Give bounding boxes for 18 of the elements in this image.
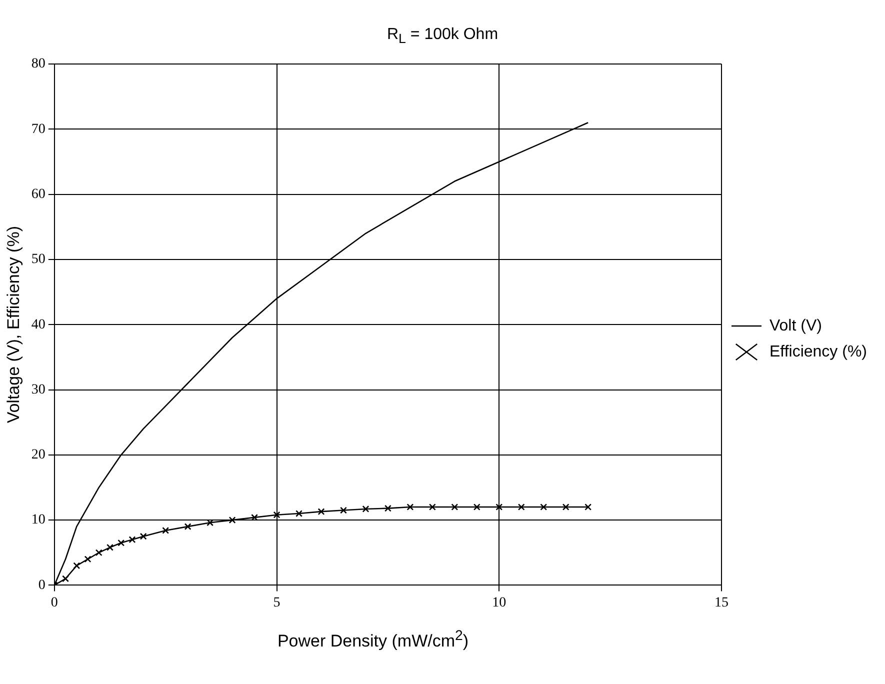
x-tick-label: 10	[492, 595, 506, 610]
y-tick-label: 80	[31, 56, 46, 72]
x-tick-label: 15	[714, 595, 728, 610]
y-tick-label: 10	[31, 512, 46, 528]
y-axis-title: Voltage (V), Efficiency (%)	[4, 226, 23, 424]
chart-title: R$_{L}$ = 100k Ohm	[386, 26, 500, 46]
x-tick-label: 0	[50, 595, 58, 610]
x-axis-title: Power Density (mW/cm$^{2}$)	[276, 628, 470, 652]
legend-label: Efficiency (%)	[769, 343, 868, 360]
y-tick-label: 0	[38, 578, 46, 593]
y-tick-label: 30	[31, 382, 46, 398]
y-tick-label: 20	[31, 448, 46, 463]
y-tick-label: 40	[31, 317, 46, 332]
x-tick-label: 5	[273, 595, 280, 610]
y-tick-label: 50	[31, 252, 46, 268]
y-tick-label: 70	[31, 122, 46, 137]
legend-label: Volt (V)	[769, 317, 822, 334]
y-tick-label: 60	[31, 186, 46, 202]
